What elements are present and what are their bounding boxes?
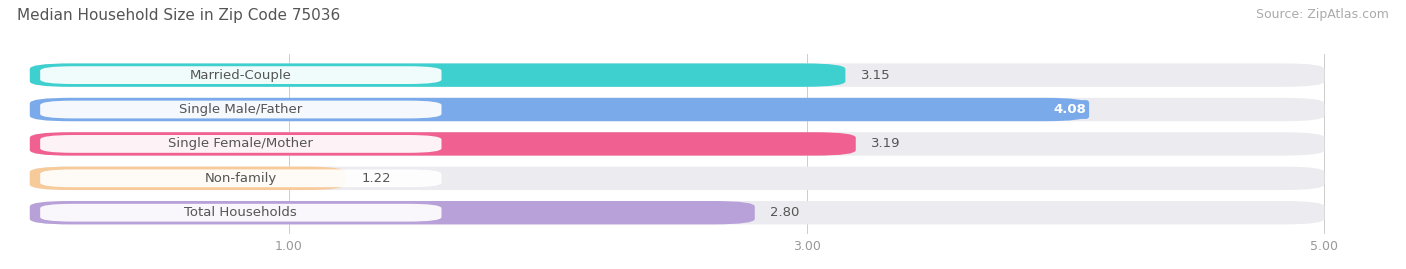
Text: 3.15: 3.15 [860, 69, 890, 82]
FancyBboxPatch shape [30, 167, 346, 190]
FancyBboxPatch shape [30, 63, 1324, 87]
FancyBboxPatch shape [30, 201, 1324, 224]
Text: Married-Couple: Married-Couple [190, 69, 292, 82]
FancyBboxPatch shape [30, 201, 755, 224]
FancyBboxPatch shape [41, 169, 441, 187]
Text: Non-family: Non-family [205, 172, 277, 185]
FancyBboxPatch shape [30, 63, 845, 87]
FancyBboxPatch shape [30, 132, 1324, 155]
Text: 4.08: 4.08 [1053, 103, 1087, 116]
Text: 3.19: 3.19 [872, 137, 901, 150]
FancyBboxPatch shape [41, 204, 441, 222]
Text: 2.80: 2.80 [770, 206, 800, 219]
Text: Total Households: Total Households [184, 206, 297, 219]
FancyBboxPatch shape [30, 98, 1087, 121]
FancyBboxPatch shape [30, 132, 856, 155]
Text: Single Female/Mother: Single Female/Mother [169, 137, 314, 150]
Text: Single Male/Father: Single Male/Father [179, 103, 302, 116]
Text: 1.22: 1.22 [361, 172, 391, 185]
FancyBboxPatch shape [41, 66, 441, 84]
FancyBboxPatch shape [41, 101, 441, 118]
Text: Source: ZipAtlas.com: Source: ZipAtlas.com [1256, 8, 1389, 21]
FancyBboxPatch shape [41, 135, 441, 153]
FancyBboxPatch shape [30, 98, 1324, 121]
Text: Median Household Size in Zip Code 75036: Median Household Size in Zip Code 75036 [17, 8, 340, 23]
FancyBboxPatch shape [30, 167, 1324, 190]
